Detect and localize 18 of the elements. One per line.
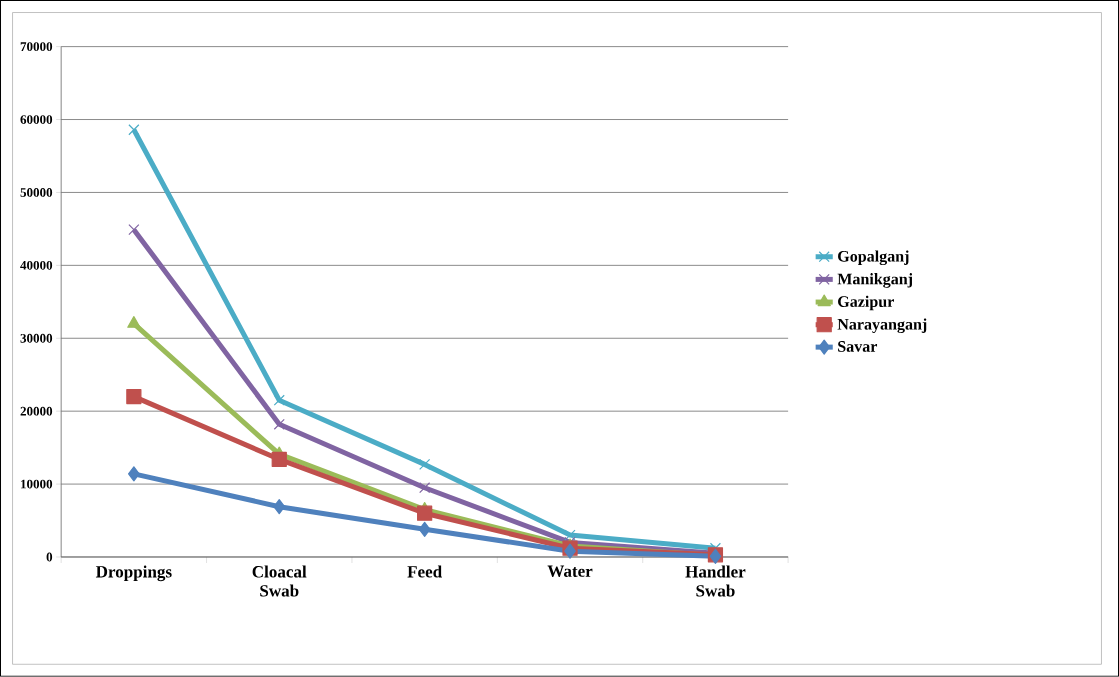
y-tick-label: 70000: [20, 42, 53, 52]
y-tick-label: 40000: [20, 261, 53, 270]
x-tick-label: Feed: [407, 565, 442, 578]
legend-label: Manikganj: [837, 273, 913, 288]
legend-label: Savar: [838, 341, 878, 352]
y-tick-label: 60000: [20, 115, 53, 125]
legend-label: Narayanganj: [837, 318, 927, 334]
y-tick-label: 20000: [20, 406, 53, 416]
y-tick-label: 10000: [21, 479, 53, 489]
legend-label: Gazipur: [838, 295, 894, 311]
legend-label: Gopalganj: [838, 250, 909, 266]
x-tick-label: Cloacal Swab: [252, 565, 307, 597]
x-tick-label: Water: [547, 565, 593, 578]
y-tick-label: 30000: [20, 333, 53, 343]
x-tick-label: Handler Swab: [685, 565, 746, 597]
x-tick-label: Droppings: [95, 565, 172, 582]
y-tick-label: 50000: [20, 188, 53, 197]
y-tick-label: 0: [46, 552, 53, 562]
